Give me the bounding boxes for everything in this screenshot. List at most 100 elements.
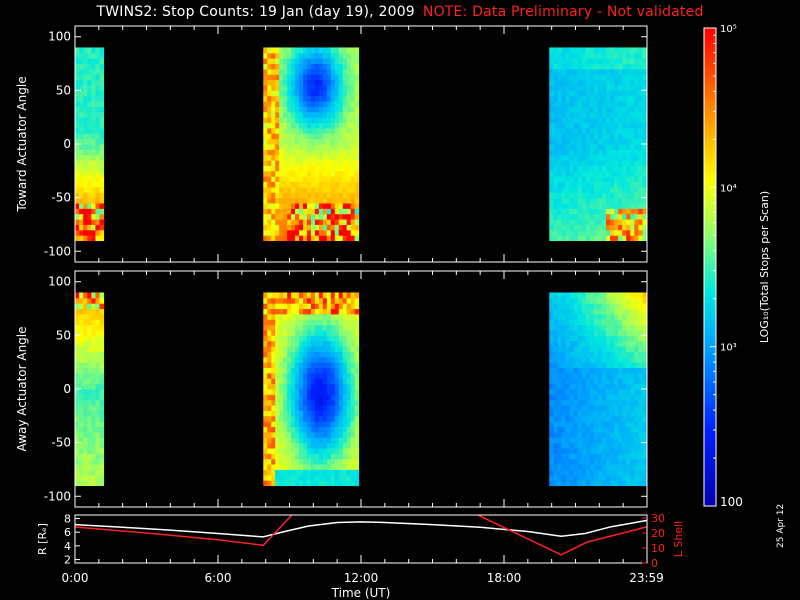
- colorbar-tick-label: 10³: [720, 343, 737, 354]
- heatmap-cell: [99, 372, 105, 379]
- heatmap-cell: [569, 111, 575, 118]
- heatmap-cell: [606, 186, 611, 193]
- heatmap-cell: [310, 95, 316, 102]
- heatmap-cell: [334, 362, 340, 369]
- heatmap-cell: [642, 160, 647, 166]
- heatmap-cell: [630, 133, 635, 140]
- heatmap-cell: [95, 74, 101, 81]
- heatmap-cell: [75, 405, 80, 411]
- heatmap-cell: [350, 335, 356, 342]
- heatmap-cell: [271, 474, 276, 481]
- heatmap-cell: [610, 389, 615, 395]
- heatmap-cell: [330, 235, 336, 242]
- heatmap-cell: [75, 453, 80, 460]
- heatmap-cell: [95, 426, 101, 433]
- heatmap-cell: [314, 431, 320, 438]
- heatmap-cell: [565, 101, 571, 107]
- heatmap-cell: [622, 208, 627, 215]
- heatmap-cell: [569, 74, 575, 81]
- heatmap-cell: [322, 79, 328, 86]
- heatmap-cell: [638, 319, 643, 326]
- heatmap-cell: [287, 437, 292, 444]
- heatmap-cell: [279, 79, 284, 86]
- heatmap-cell: [91, 448, 96, 454]
- heatmap-cell: [306, 106, 312, 113]
- heatmap-cell: [557, 224, 562, 231]
- heatmap-cell: [630, 138, 635, 145]
- heatmap-cell: [318, 480, 324, 487]
- heatmap-cell: [295, 58, 300, 65]
- heatmap-cell: [83, 235, 88, 242]
- heatmap-cell: [338, 133, 344, 140]
- heatmap-cell: [614, 458, 619, 465]
- heatmap-cell: [622, 154, 627, 161]
- heatmap-cell: [322, 68, 328, 75]
- heatmap-cell: [83, 308, 88, 315]
- heatmap-cell: [354, 101, 360, 107]
- heatmap-cell: [267, 95, 272, 102]
- heatmap-cell: [275, 410, 280, 417]
- heatmap-cell: [577, 192, 583, 199]
- heatmap-cell: [630, 186, 635, 193]
- heatmap-cell: [338, 52, 344, 59]
- heatmap-cell: [306, 410, 312, 417]
- heatmap-cell: [334, 405, 340, 411]
- heatmap-cell: [569, 52, 575, 59]
- heatmap-cell: [283, 149, 288, 156]
- heatmap-cell: [75, 469, 80, 476]
- heatmap-cell: [557, 111, 562, 118]
- heatmap-cell: [330, 63, 336, 70]
- heatmap-cell: [318, 313, 324, 320]
- heatmap-cell: [581, 58, 587, 65]
- heatmap-cell: [310, 63, 316, 70]
- heatmap-cell: [287, 319, 292, 326]
- heatmap-cell: [275, 313, 280, 320]
- heatmap-cell: [597, 367, 603, 374]
- heatmap-cell: [601, 101, 607, 107]
- heatmap-cell: [75, 335, 80, 342]
- heatmap-cell: [279, 90, 284, 97]
- heatmap-cell: [593, 335, 599, 342]
- heatmap-cell: [275, 63, 280, 70]
- heatmap-cell: [618, 410, 623, 417]
- heatmap-cell: [275, 394, 280, 401]
- heatmap-cell: [322, 219, 328, 225]
- heatmap-cell: [585, 378, 591, 385]
- heatmap-cell: [279, 394, 284, 401]
- heatmap-cell: [287, 303, 292, 310]
- heatmap-cell: [303, 181, 308, 188]
- heatmap-cell: [79, 90, 84, 97]
- heatmap-cell: [593, 192, 599, 199]
- heatmap-cell: [553, 68, 558, 75]
- heatmap-cell: [569, 149, 575, 156]
- heatmap-cell: [614, 154, 619, 161]
- heatmap-cell: [634, 219, 639, 225]
- heatmap-cell: [561, 58, 566, 65]
- heatmap-cell: [283, 117, 288, 124]
- heatmap-cell: [275, 213, 280, 220]
- heatmap-cell: [75, 442, 80, 449]
- heatmap-cell: [99, 399, 105, 406]
- heatmap-cell: [601, 138, 607, 145]
- heatmap-cell: [263, 79, 268, 86]
- heatmap-cell: [283, 192, 288, 199]
- x-tick-label: 18:00: [487, 571, 522, 585]
- heatmap-cell: [87, 421, 92, 428]
- heatmap-cell: [565, 197, 571, 204]
- heatmap-cell: [585, 68, 591, 75]
- heatmap-cell: [342, 351, 348, 358]
- heatmap-cell: [346, 330, 352, 336]
- heatmap-cell: [303, 464, 308, 470]
- away-ylabel: Away Actuator Angle: [15, 326, 29, 451]
- heatmap-cell: [99, 389, 105, 395]
- heatmap-cell: [87, 474, 92, 481]
- heatmap-cell: [303, 394, 308, 401]
- heatmap-cell: [295, 117, 300, 124]
- heatmap-cell: [91, 197, 96, 204]
- heatmap-cell: [346, 68, 352, 75]
- heatmap-cell: [271, 410, 276, 417]
- heatmap-cell: [267, 394, 272, 401]
- heatmap-cell: [606, 149, 611, 156]
- heatmap-cell: [610, 160, 615, 166]
- heatmap-cell: [91, 149, 96, 156]
